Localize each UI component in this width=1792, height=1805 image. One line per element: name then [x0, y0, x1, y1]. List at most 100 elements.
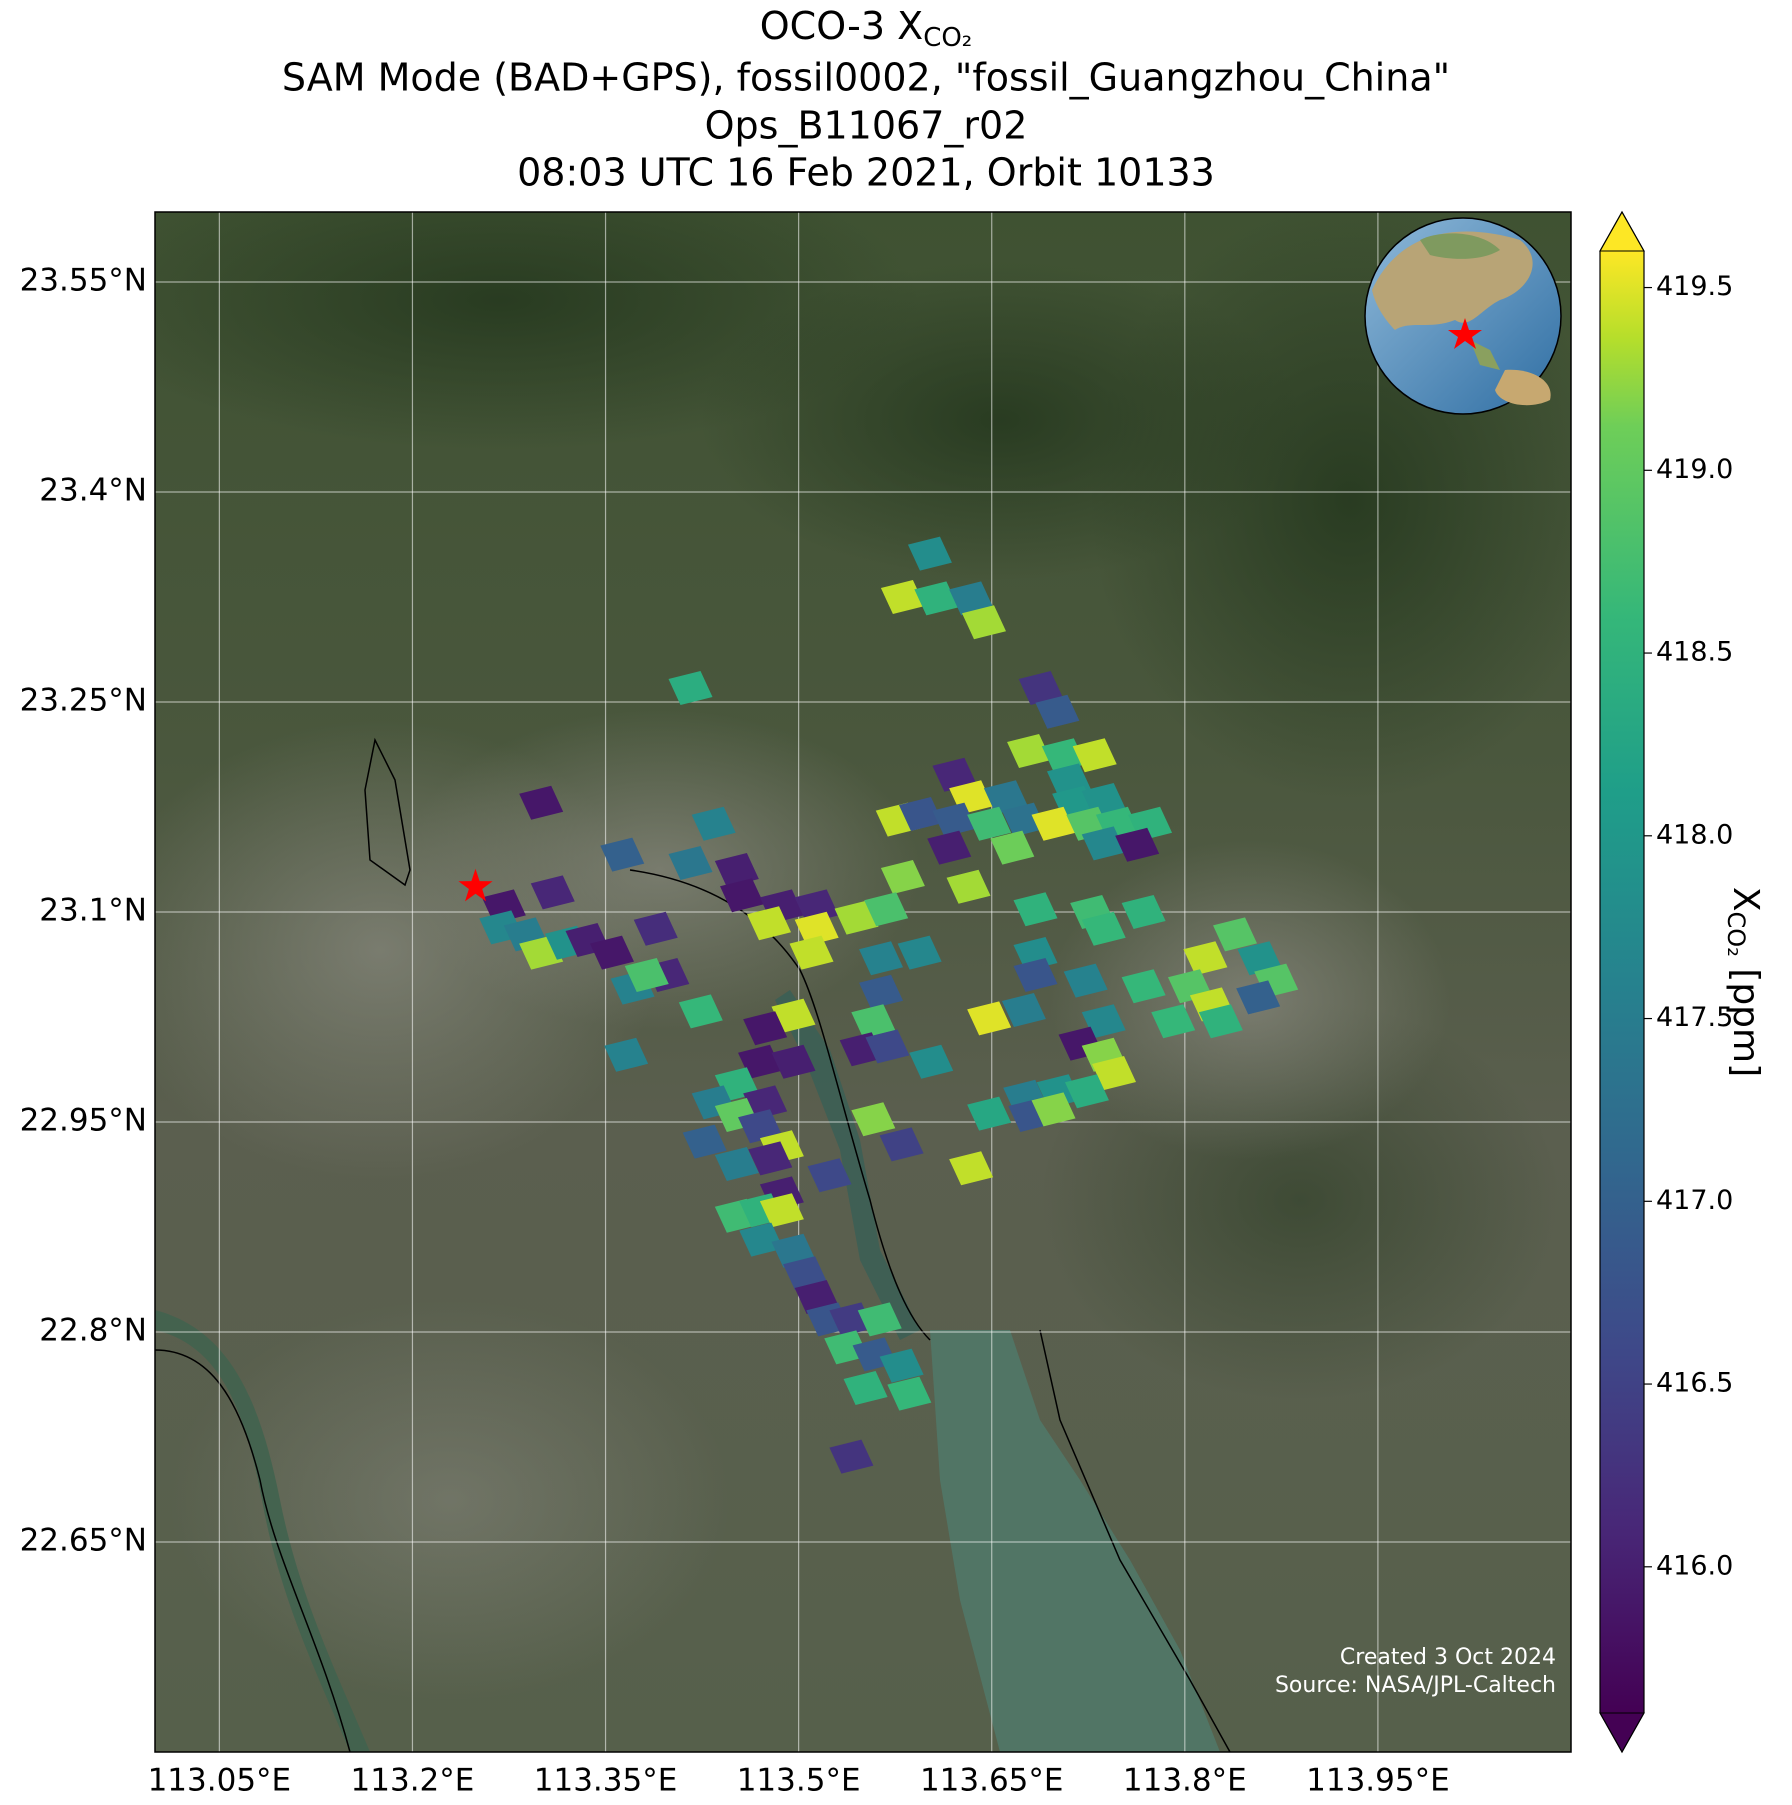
colorbar-label-subscript: CO₂ — [1722, 912, 1750, 957]
footprint — [914, 581, 959, 616]
footprint — [1072, 738, 1117, 773]
footprint — [1013, 892, 1058, 927]
colorbar-tick-label: 418.0 — [1656, 819, 1733, 850]
footprint — [1018, 671, 1063, 705]
grid — [155, 212, 1571, 1752]
footprint — [624, 958, 669, 992]
footprint — [747, 906, 792, 941]
footprint — [807, 1158, 852, 1193]
footprint — [519, 785, 564, 820]
footprint — [851, 1004, 896, 1039]
footprint — [932, 757, 977, 792]
footprint — [859, 974, 904, 1009]
footprint — [759, 1193, 804, 1228]
x-tick-label: 113.8°E — [1123, 1763, 1247, 1799]
y-tick-label: 22.65°N — [20, 1523, 147, 1559]
footprint — [962, 605, 1007, 640]
footprint — [1121, 969, 1166, 1004]
footprint — [633, 911, 678, 946]
colorbar-tick-label: 416.5 — [1656, 1368, 1733, 1399]
footprint — [1237, 941, 1282, 976]
y-tick-label: 23.55°N — [20, 263, 147, 299]
footprint — [682, 1124, 727, 1159]
footprint — [857, 1302, 902, 1337]
title: OCO-3 XCO₂ — [760, 4, 972, 53]
footprint — [1081, 1004, 1126, 1039]
footprint — [1031, 1092, 1076, 1127]
footprint — [1198, 1004, 1243, 1039]
footprint — [829, 1439, 874, 1474]
footprint — [738, 1044, 783, 1079]
footprint — [678, 994, 723, 1029]
footprint — [949, 581, 994, 616]
colorbar-tick-label: 416.0 — [1656, 1550, 1733, 1581]
y-tick-label: 23.1°N — [39, 893, 147, 929]
y-tick-label: 22.8°N — [39, 1313, 147, 1349]
footprint — [946, 869, 991, 904]
footprint — [668, 846, 713, 880]
footprint — [530, 875, 575, 910]
y-tick-label: 22.95°N — [20, 1103, 147, 1139]
x-tick-label: 113.35°E — [534, 1763, 678, 1799]
footprint — [1081, 911, 1126, 946]
footprint — [719, 878, 764, 913]
footprint — [864, 892, 909, 927]
footprint — [880, 580, 925, 614]
footprint — [589, 935, 634, 970]
colorbar-label-unit: [ppm] — [1725, 957, 1766, 1077]
x-tick-label: 113.95°E — [1306, 1763, 1450, 1799]
basemap — [155, 212, 1571, 1752]
footprint — [834, 900, 879, 935]
footprint — [843, 1371, 888, 1405]
footprint — [859, 941, 904, 976]
x-tick-label: 113.05°E — [148, 1763, 292, 1799]
colorbar-tick-label: 419.5 — [1656, 271, 1733, 302]
footprint — [1213, 917, 1258, 952]
footprint — [907, 536, 952, 571]
footprint — [743, 1011, 788, 1046]
inset-globe — [1364, 217, 1562, 415]
footprint — [898, 797, 943, 831]
footprint — [743, 1085, 788, 1120]
footprint — [1064, 1074, 1109, 1109]
footprint — [887, 1376, 932, 1411]
footprint — [880, 860, 925, 894]
footprint — [949, 1151, 994, 1186]
footprint — [600, 837, 645, 872]
footprint — [1115, 827, 1160, 862]
colorbar-tick-label: 417.0 — [1656, 1185, 1733, 1216]
colorbar-label: XCO₂ [ppm] — [1722, 887, 1766, 1077]
map-frame — [154, 211, 1572, 1753]
footprints — [479, 536, 1299, 1474]
footprint — [1081, 826, 1126, 861]
colorbar-tick-label: 418.5 — [1656, 637, 1733, 668]
footprint — [927, 830, 972, 865]
footprint — [794, 911, 839, 946]
footprint — [967, 1096, 1012, 1131]
title-line: SAM Mode (BAD+GPS), fossil0002, "fossil_… — [282, 56, 1450, 100]
y-tick-label: 23.4°N — [39, 473, 147, 509]
footprint — [738, 1109, 783, 1144]
footprint — [1013, 958, 1058, 992]
footprint — [932, 802, 977, 837]
footprint — [739, 1222, 784, 1257]
footprint — [1001, 993, 1046, 1027]
footprint — [1001, 802, 1046, 837]
footprint — [983, 780, 1028, 815]
footprint — [668, 671, 713, 705]
footprint — [771, 1044, 816, 1079]
footprint — [481, 889, 526, 924]
footprint — [1063, 963, 1108, 998]
footprint — [1183, 941, 1228, 976]
footprint — [789, 935, 834, 970]
footprint — [714, 853, 759, 887]
footprint — [1236, 980, 1281, 1015]
x-tick-label: 113.5°E — [737, 1763, 861, 1799]
colorbar — [1599, 210, 1645, 1754]
target-marker — [458, 868, 493, 902]
footprint — [851, 1102, 896, 1137]
colorbar-tick-label: 419.0 — [1656, 454, 1733, 485]
footprint — [967, 806, 1012, 841]
footprint — [1151, 1004, 1196, 1039]
